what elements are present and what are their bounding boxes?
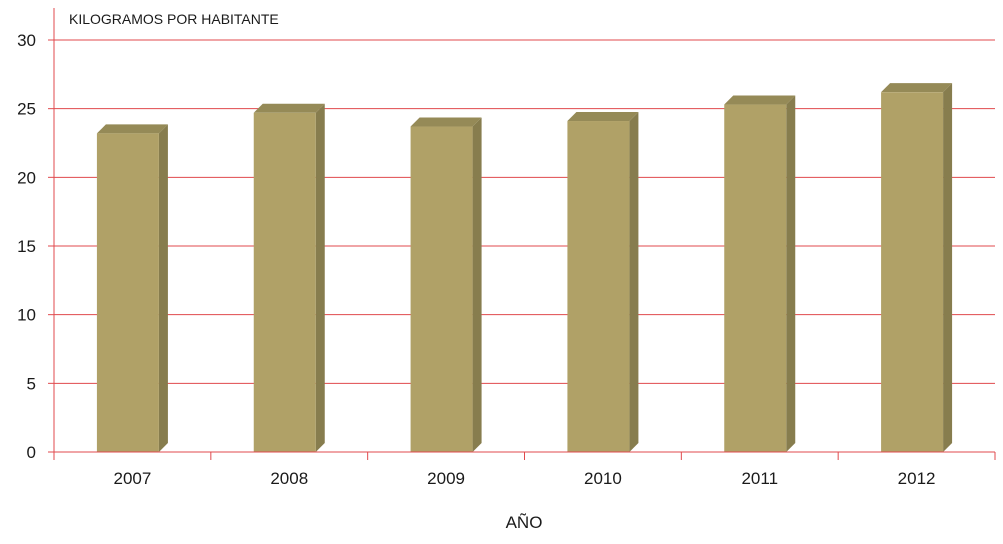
y-tick-label: 20 [17,168,36,187]
axes: 0 5 10 15 20 25 30 2007 2008 2009 2010 2011 2012 [17,8,996,488]
bar-side [472,117,482,453]
bar-side [786,95,796,453]
y-tick-label: 0 [27,443,36,462]
bar-top [410,117,482,127]
y-tick-label: 25 [17,100,36,119]
y-axis-label: KILOGRAMOS POR HABITANTE [69,11,279,27]
bar-2008 [253,103,325,452]
bar-side [629,112,639,452]
bar-top [881,83,953,93]
x-axis-label: AÑO [506,513,543,532]
bar-top [253,103,325,113]
x-tick-label: 2008 [270,469,308,488]
bar-top [567,112,639,122]
bar [96,133,159,453]
x-tick-label: 2009 [427,469,465,488]
y-tick-label: 15 [17,237,36,256]
gridlines [54,39,995,384]
x-tick-label: 2012 [898,469,936,488]
bar [567,121,630,452]
bar [724,104,787,453]
bar-top [96,124,168,134]
x-tick-label: 2011 [741,469,778,488]
bar-side [315,103,325,452]
y-tick-label: 10 [17,306,36,325]
x-tick-label: 2010 [584,469,622,488]
bar-2009 [410,117,482,453]
y-tick-label: 5 [27,374,36,393]
bar [253,112,316,452]
bar-2011 [724,95,796,453]
bar-2007 [96,124,168,453]
bar-2010 [567,112,639,452]
bars [96,83,953,453]
bar [410,126,473,453]
bar [881,92,944,452]
bar-top [724,95,796,105]
x-tick-label: 2007 [114,469,152,488]
bar-2012 [881,83,953,452]
bar-side [943,83,953,452]
y-tick-label: 30 [17,31,36,50]
bar-side [158,124,168,453]
